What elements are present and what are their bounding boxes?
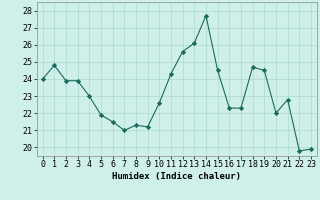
X-axis label: Humidex (Indice chaleur): Humidex (Indice chaleur) bbox=[112, 172, 241, 181]
